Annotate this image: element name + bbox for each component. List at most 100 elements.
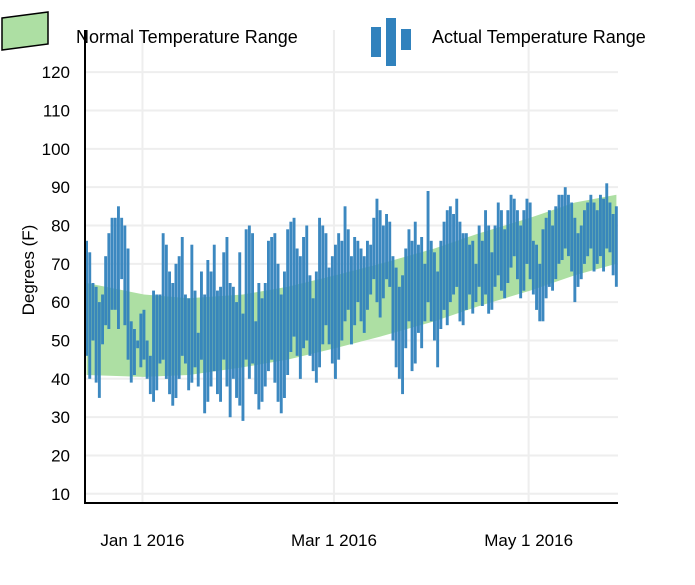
actual-range-bar bbox=[423, 263, 427, 322]
actual-range-bar bbox=[219, 286, 222, 402]
actual-range-bar bbox=[254, 321, 258, 395]
actual-range-bar bbox=[356, 240, 360, 303]
actual-range-bar bbox=[152, 290, 155, 402]
actual-range-bar bbox=[426, 191, 430, 303]
y-tick-label: 10 bbox=[51, 485, 70, 504]
actual-range-bar bbox=[318, 217, 321, 368]
actual-range-bar bbox=[397, 286, 401, 379]
actual-range-bar bbox=[216, 290, 219, 395]
actual-range-bar bbox=[203, 294, 207, 414]
actual-range-bar bbox=[353, 237, 357, 326]
actual-range-bar bbox=[91, 283, 95, 341]
actual-range-bar bbox=[228, 283, 232, 418]
actual-range-bar bbox=[174, 263, 178, 398]
actual-range-bar bbox=[586, 202, 590, 257]
actual-range-bar bbox=[158, 294, 162, 364]
actual-range-bar bbox=[212, 244, 216, 372]
actual-range-bar bbox=[471, 240, 475, 314]
actual-range-bar bbox=[180, 237, 184, 356]
actual-range-bar bbox=[500, 210, 503, 291]
actual-range-bar bbox=[509, 194, 513, 268]
actual-range-bar bbox=[350, 256, 353, 345]
actual-range-bar bbox=[496, 202, 500, 276]
actual-range-bar bbox=[487, 225, 491, 314]
actual-range-bar bbox=[193, 290, 197, 368]
actual-range-bar bbox=[381, 225, 385, 299]
actual-range-bar bbox=[448, 206, 452, 303]
actual-range-bar bbox=[257, 283, 261, 410]
legend-item-normal[interactable]: Normal Temperature Range bbox=[1, 11, 298, 51]
legend-label-actual: Actual Temperature Range bbox=[432, 27, 646, 47]
actual-range-bar bbox=[286, 229, 290, 375]
actual-range-bar bbox=[273, 233, 277, 383]
actual-range-bar bbox=[161, 233, 165, 360]
actual-range-bar bbox=[599, 194, 602, 257]
actual-range-bar bbox=[551, 225, 554, 291]
x-tick-label: Mar 1 2016 bbox=[291, 531, 377, 550]
actual-range-bar bbox=[231, 286, 235, 379]
y-tick-label: 50 bbox=[51, 331, 70, 350]
actual-range-bar bbox=[171, 283, 175, 406]
actual-range-bar bbox=[330, 256, 334, 364]
actual-range-bar bbox=[155, 294, 159, 391]
actual-range-bar bbox=[439, 240, 443, 329]
actual-range-bar bbox=[563, 187, 567, 249]
actual-range-bar bbox=[413, 221, 417, 364]
y-tick-label: 80 bbox=[51, 216, 70, 235]
actual-range-bar bbox=[123, 225, 127, 326]
actual-range-bar bbox=[366, 240, 369, 310]
actual-range-bar bbox=[557, 194, 561, 264]
actual-range-bar bbox=[493, 225, 497, 287]
actual-range-bar bbox=[595, 210, 599, 264]
actual-range-bar bbox=[461, 233, 465, 326]
actual-range-bar bbox=[94, 286, 98, 383]
actual-range-bar bbox=[337, 233, 341, 360]
actual-range-bar bbox=[560, 194, 564, 260]
actual-range-bar bbox=[506, 210, 510, 283]
actual-range-bar bbox=[126, 248, 130, 360]
legend-item-actual[interactable]: Actual Temperature Range bbox=[371, 18, 646, 66]
y-tick-label: 40 bbox=[51, 370, 70, 389]
actual-range-bar bbox=[531, 240, 535, 295]
actual-range-bar bbox=[136, 340, 140, 349]
actual-range-bar bbox=[129, 321, 133, 383]
actual-range-bar bbox=[196, 332, 200, 387]
actual-range-bar bbox=[238, 252, 242, 406]
actual-range-bar bbox=[120, 217, 124, 280]
actual-range-bar bbox=[145, 340, 149, 379]
y-tick-label: 110 bbox=[43, 101, 70, 120]
actual-range-bar bbox=[308, 275, 312, 356]
y-tick-label: 70 bbox=[51, 255, 70, 274]
actual-range-bar bbox=[314, 271, 318, 383]
actual-range-bar bbox=[525, 198, 529, 264]
actual-range-bar bbox=[388, 221, 392, 287]
actual-range-bar bbox=[260, 298, 264, 402]
actual-range-bar bbox=[538, 263, 542, 322]
normal-range-swatch-icon bbox=[1, 11, 49, 51]
actual-range-bar bbox=[334, 244, 337, 379]
actual-range-bar bbox=[225, 237, 229, 387]
actual-range-bar bbox=[305, 225, 309, 341]
actual-range-bar bbox=[321, 225, 325, 345]
actual-range-bar bbox=[343, 206, 347, 322]
actual-range-bar bbox=[295, 248, 299, 356]
actual-range-bar bbox=[200, 271, 203, 360]
actual-range-bar bbox=[394, 267, 398, 368]
actual-range-bar bbox=[490, 252, 494, 310]
actual-range-bar bbox=[570, 202, 574, 272]
actual-range-bar bbox=[85, 240, 88, 356]
actual-range-bar bbox=[385, 214, 388, 280]
actual-range-bar bbox=[283, 271, 286, 398]
actual-range-bar bbox=[139, 313, 143, 368]
actual-range-bar bbox=[522, 210, 526, 291]
actual-range-bar bbox=[458, 221, 462, 322]
y-tick-label: 60 bbox=[51, 293, 70, 312]
actual-range-bars-icon bbox=[371, 18, 411, 66]
actual-range-bar bbox=[235, 302, 238, 398]
actual-range-bar bbox=[516, 210, 519, 280]
actual-range-bar bbox=[429, 240, 433, 322]
actual-range-bar bbox=[503, 229, 507, 299]
actual-range-bar bbox=[187, 298, 191, 391]
actual-range-bar bbox=[474, 263, 478, 303]
